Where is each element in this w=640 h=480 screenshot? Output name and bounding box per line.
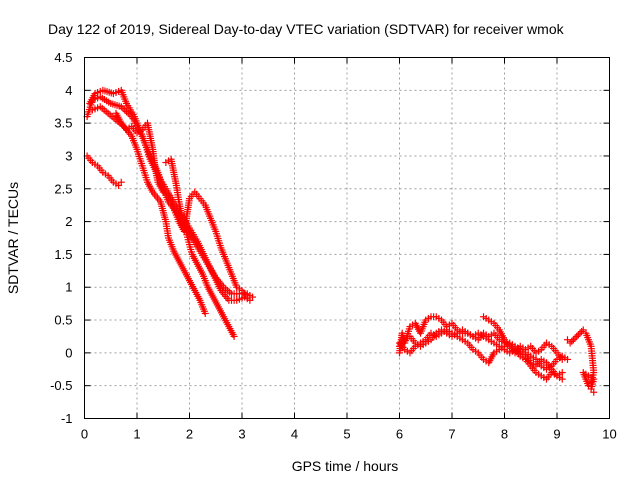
axis-tick-labels: 0 1 2 3 4 5 6 7 8 9 10 -1 -0.5 0 0.5 1 1.5 2 2.5 3 3.5 4 4.5 <box>50 50 617 442</box>
axis-ticks <box>84 57 610 419</box>
y-tick-label: 2 <box>65 214 72 229</box>
data-point <box>558 355 566 363</box>
y-tick-label: 3 <box>65 148 72 163</box>
data-point-marker <box>574 331 582 339</box>
x-tick-label: 6 <box>396 427 403 442</box>
data-point <box>566 339 574 347</box>
data-point-marker <box>576 329 584 337</box>
x-tick-label: 2 <box>186 427 193 442</box>
data-point <box>558 369 566 377</box>
y-tick-label: 3.5 <box>54 116 72 131</box>
x-tick-label: 5 <box>343 427 350 442</box>
y-tick-label: -0.5 <box>50 378 72 393</box>
x-tick-label: 7 <box>448 427 455 442</box>
data-point-marker <box>568 337 576 345</box>
y-tick-label: 1 <box>65 280 72 295</box>
y-tick-label: 4.5 <box>54 50 72 65</box>
y-tick-label: 0.5 <box>54 313 72 328</box>
x-tick-label: 1 <box>133 427 140 442</box>
x-tick-label: 9 <box>553 427 560 442</box>
y-tick-label: 1.5 <box>54 247 72 262</box>
y-tick-label: 4 <box>65 83 72 98</box>
y-tick-label: -1 <box>61 411 73 426</box>
x-tick-label: 3 <box>238 427 245 442</box>
data-point-marker <box>569 336 577 344</box>
data-point <box>117 178 125 186</box>
chart-title: Day 122 of 2019, Sidereal Day-to-day VTE… <box>48 21 565 37</box>
data-point-marker <box>573 332 581 340</box>
data-points <box>83 86 598 396</box>
data-point-marker <box>578 328 586 336</box>
data-point <box>230 332 238 340</box>
y-tick-label: 0 <box>65 345 72 360</box>
x-tick-label: 8 <box>501 427 508 442</box>
data-point <box>201 309 209 317</box>
x-tick-label: 10 <box>602 427 616 442</box>
data-point <box>558 375 566 383</box>
data-point-marker <box>571 334 579 342</box>
plot-frame <box>84 57 610 419</box>
data-point <box>243 293 251 301</box>
x-axis-label: GPS time / hours <box>292 458 399 474</box>
x-tick-label: 4 <box>291 427 298 442</box>
y-axis-label: SDTVAR / TECUs <box>5 182 21 294</box>
data-point <box>590 388 598 396</box>
grid-lines <box>84 57 610 419</box>
y-tick-label: 2.5 <box>54 181 72 196</box>
x-tick-label: 0 <box>81 427 88 442</box>
